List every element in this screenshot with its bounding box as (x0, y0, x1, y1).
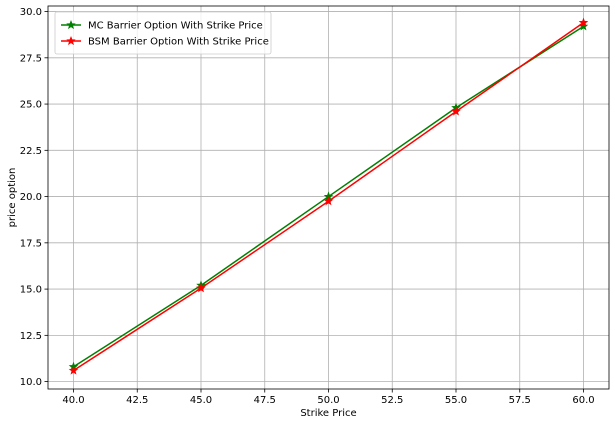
x-tick-label: 57.5 (509, 395, 531, 406)
y-tick-label: 15.0 (20, 285, 42, 296)
legend-item: MC Barrier Option With Strike Price (61, 19, 263, 32)
x-tick-label: 60.0 (572, 395, 594, 406)
y-axis-label: price option (7, 168, 18, 228)
y-tick-label: 22.5 (20, 146, 42, 157)
y-tick-label: 30.0 (20, 7, 42, 18)
x-tick-label: 42.5 (126, 395, 148, 406)
data-point-star (578, 17, 589, 27)
x-tick-label: 40.0 (62, 395, 84, 406)
x-tick-label: 47.5 (254, 395, 276, 406)
legend-box (54, 11, 272, 55)
y-tick-label: 10.0 (20, 377, 42, 388)
x-tick-label: 55.0 (445, 395, 467, 406)
data-point-star (68, 365, 79, 375)
legend: MC Barrier Option With Strike Price BSM B… (54, 11, 272, 55)
data-point-star (323, 196, 334, 206)
y-tick-label: 27.5 (20, 53, 42, 64)
legend-star-marker (66, 19, 76, 30)
y-tick-label: 25.0 (20, 100, 42, 111)
x-tick-label: 50.0 (317, 395, 339, 406)
x-tick-label: 45.0 (190, 395, 212, 406)
series-lines (68, 17, 589, 375)
data-point-star (451, 106, 461, 116)
legend-item: BSM Barrier Option With Strike Price (61, 35, 269, 48)
x-axis-label: Strike Price (300, 408, 356, 419)
data-point-star (196, 283, 206, 293)
legend-label: MC Barrier Option With Strike Price (88, 21, 263, 32)
axis-ticks: 40.0 42.5 45.0 47.5 50.0 52.5 55.0 57.5 60.0 10.0… (20, 7, 595, 406)
y-tick-label: 17.5 (20, 238, 42, 249)
legend-star-marker (66, 35, 76, 46)
series-group (68, 17, 589, 375)
x-tick-label: 52.5 (381, 395, 403, 406)
legend-label: BSM Barrier Option With Strike Price (88, 37, 269, 48)
y-tick-label: 20.0 (20, 192, 42, 203)
y-tick-label: 12.5 (20, 331, 42, 342)
